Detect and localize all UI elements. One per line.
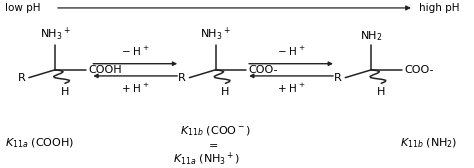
Text: $-$ H$^+$: $-$ H$^+$ [121,45,150,58]
Text: R: R [178,73,186,83]
Text: $K_{11b}$ (NH$_2$): $K_{11b}$ (NH$_2$) [400,136,457,150]
Text: $K_{11a}$ (NH$_3$$^+$): $K_{11a}$ (NH$_3$$^+$) [173,150,240,167]
Text: R: R [334,73,341,83]
Text: $-$ H$^+$: $-$ H$^+$ [277,45,305,58]
Text: COO-: COO- [248,65,278,75]
Text: $+$ H$^+$: $+$ H$^+$ [121,81,150,95]
Text: COO-: COO- [404,65,434,75]
Text: $+$ H$^+$: $+$ H$^+$ [277,81,305,95]
Text: R: R [18,73,25,83]
Text: H: H [377,87,385,97]
Text: H: H [61,87,69,97]
Text: NH$_2$: NH$_2$ [360,30,383,43]
Text: H: H [221,87,229,97]
Text: low pH: low pH [5,3,41,13]
Text: $K_{11a}$ (COOH): $K_{11a}$ (COOH) [5,136,74,150]
Text: NH$_3$$^+$: NH$_3$$^+$ [200,26,231,43]
Text: COOH: COOH [88,65,122,75]
Text: high pH: high pH [419,3,459,13]
Text: $K_{11b}$ (COO$^-$): $K_{11b}$ (COO$^-$) [180,124,251,138]
Text: NH$_3$$^+$: NH$_3$$^+$ [39,26,71,43]
Text: $=$: $=$ [206,140,219,150]
